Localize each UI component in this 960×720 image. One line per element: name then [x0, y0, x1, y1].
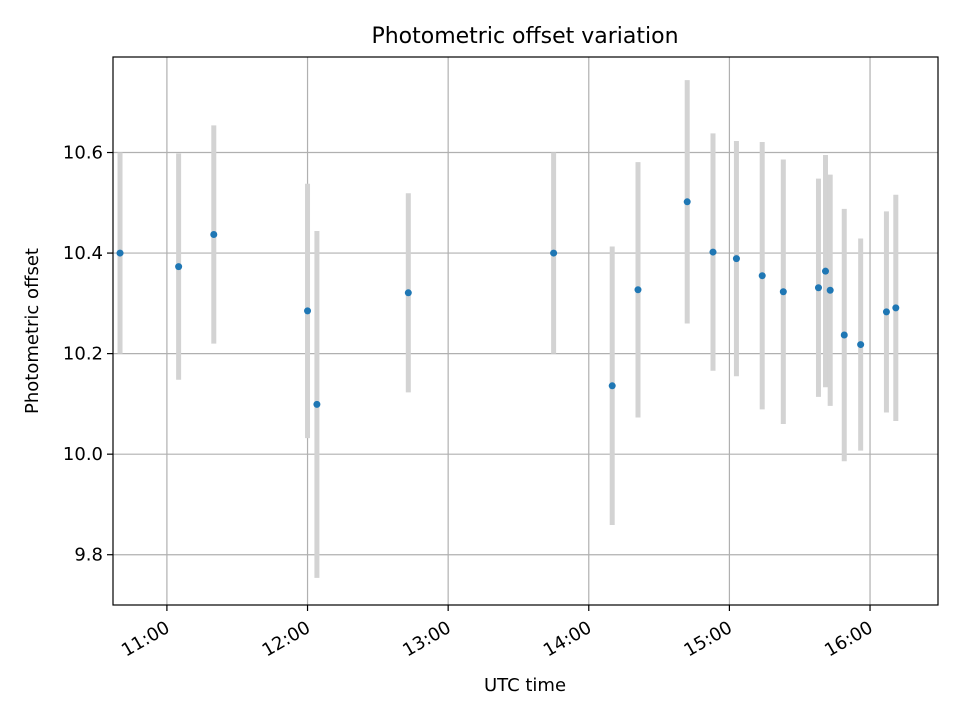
grid-layer: [113, 57, 938, 605]
data-point: [210, 230, 218, 238]
data-point: [826, 286, 834, 294]
y-axis-label: Photometric offset: [22, 248, 43, 414]
data-point: [732, 255, 740, 263]
x-axis-label: UTC time: [484, 675, 566, 696]
data-point: [683, 198, 691, 206]
data-point: [709, 248, 717, 256]
data-point: [404, 289, 412, 297]
y-tick-label: 10.0: [63, 444, 103, 465]
data-point: [882, 308, 890, 316]
tick-layer: 11:00 12:00 13:00 14:00 15:00 16:00 9.8 10.0 10.…: [63, 143, 877, 662]
data-point: [892, 304, 900, 312]
x-tick-label: 11:00: [118, 617, 173, 661]
data-point: [779, 288, 787, 296]
errorbar-layer: [117, 80, 899, 578]
data-point: [313, 400, 321, 408]
x-tick-label: 15:00: [680, 617, 735, 661]
data-point: [840, 331, 848, 339]
point-layer: [116, 198, 900, 408]
y-tick-label: 10.2: [63, 344, 103, 365]
data-point: [304, 307, 312, 315]
y-tick-label: 10.4: [63, 243, 103, 264]
data-point: [758, 272, 766, 280]
data-point: [822, 267, 829, 275]
x-tick-label: 12:00: [259, 617, 314, 661]
x-tick-label: 14:00: [540, 617, 595, 661]
data-point: [116, 249, 124, 257]
data-point: [608, 382, 616, 390]
chart-title: Photometric offset variation: [371, 24, 678, 49]
plot-frame: [112, 56, 939, 606]
data-point: [550, 249, 558, 257]
y-tick-label: 9.8: [74, 545, 103, 566]
x-tick-label: 13:00: [399, 617, 454, 661]
y-tick-label: 10.6: [63, 143, 103, 164]
x-tick-label: 16:00: [821, 617, 876, 661]
data-point: [814, 284, 822, 292]
data-point: [634, 286, 642, 294]
data-point: [857, 341, 865, 349]
data-point: [175, 263, 183, 271]
